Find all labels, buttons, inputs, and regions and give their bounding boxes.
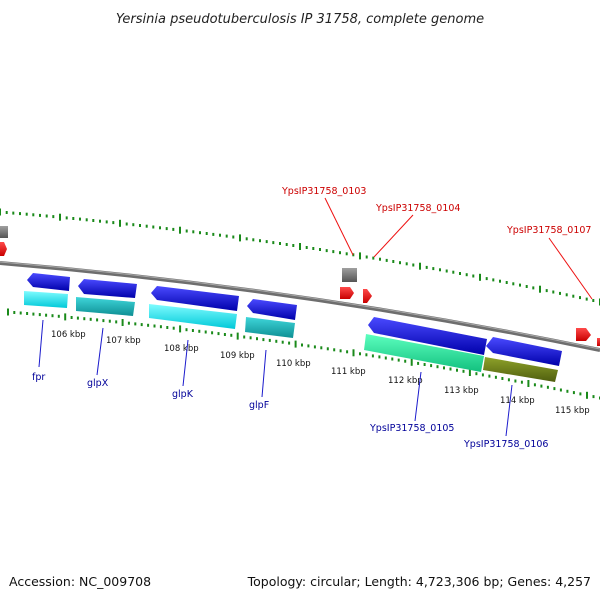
bottom-gene-labels: fpr glpX glpK glpF YpsIP31758_0105 YpsIP… — [32, 319, 548, 450]
leader-line-glpK — [182, 339, 189, 387]
leader-line-0104 — [373, 214, 414, 258]
kbp-label: 115 kbp — [555, 406, 590, 416]
kbp-label: 107 kbp — [106, 336, 141, 346]
gene-label-glpF: glpF — [249, 400, 269, 411]
category-block-glpK — [149, 304, 237, 329]
gene-arrow-glpF — [247, 299, 297, 320]
category-block-fpr — [24, 291, 68, 308]
kbp-label: 111 kbp — [331, 367, 366, 377]
kbp-label: 113 kbp — [444, 386, 479, 396]
leader-line-fpr — [38, 319, 44, 368]
category-block-YpsIP31758_0106 — [483, 357, 558, 382]
gene-label-fpr: fpr — [32, 372, 45, 383]
gene-feature-YpsIP31758_0103 — [342, 268, 357, 282]
gene-feature-YpsIP31758_0104 — [363, 289, 372, 303]
category-block-YpsIP31758_0105 — [364, 334, 484, 372]
category-block-glpX — [76, 297, 135, 316]
gene-arrow-fpr — [27, 273, 70, 291]
gene-feature-gray-left — [0, 226, 8, 238]
kbp-scale-labels: 106 kbp 107 kbp 108 kbp 109 kbp 110 kbp … — [51, 330, 590, 416]
leader-line-0103 — [324, 197, 354, 256]
gene-label-glpK: glpK — [172, 389, 194, 400]
kbp-label: 108 kbp — [164, 344, 199, 354]
map-title: Yersinia pseudotuberculosis IP 31758, co… — [116, 12, 484, 27]
gene-label-YpsIP31758_0105: YpsIP31758_0105 — [369, 423, 454, 434]
genome-summary-text: Topology: circular; Length: 4,723,306 bp… — [247, 574, 591, 589]
gene-arrow-YpsIP31758_0105 — [368, 317, 487, 355]
category-block-glpF — [245, 317, 295, 338]
leader-line-0107 — [548, 237, 593, 300]
kbp-label: 109 kbp — [220, 351, 255, 361]
kbp-label: 114 kbp — [500, 396, 535, 406]
gene-feature-red-0103-arrow — [340, 287, 354, 299]
outer-tick-track — [0, 208, 600, 306]
gene-label-YpsIP31758_0106: YpsIP31758_0106 — [463, 439, 548, 450]
kbp-label: 110 kbp — [276, 359, 311, 369]
leader-line-0105 — [414, 371, 422, 422]
accession-text: Accession: NC_009708 — [9, 574, 151, 589]
kbp-label: 106 kbp — [51, 330, 86, 340]
leader-line-glpF — [261, 349, 267, 398]
gene-arrow-glpK — [151, 286, 239, 311]
gene-feature-red-edge — [597, 338, 600, 346]
kbp-label: 112 kbp — [388, 376, 423, 386]
gene-arrow-YpsIP31758_0106 — [486, 337, 562, 366]
gene-label-YpsIP31758_0107: YpsIP31758_0107 — [506, 225, 591, 236]
genome-backbone — [0, 261, 600, 352]
gene-label-glpX: glpX — [87, 378, 109, 389]
gene-label-YpsIP31758_0103: YpsIP31758_0103 — [281, 186, 366, 197]
leader-line-0106 — [505, 384, 513, 437]
gene-feature-red-left — [0, 242, 7, 256]
top-gene-labels: YpsIP31758_0103 YpsIP31758_0104 YpsIP317… — [281, 186, 593, 300]
leader-line-glpX — [96, 327, 104, 376]
gene-arrow-glpX — [78, 279, 137, 298]
gene-feature-YpsIP31758_0107 — [576, 328, 591, 341]
gene-label-YpsIP31758_0104: YpsIP31758_0104 — [375, 203, 460, 214]
inner-tick-track — [7, 308, 600, 400]
genome-backbone-highlight — [0, 261, 600, 350]
